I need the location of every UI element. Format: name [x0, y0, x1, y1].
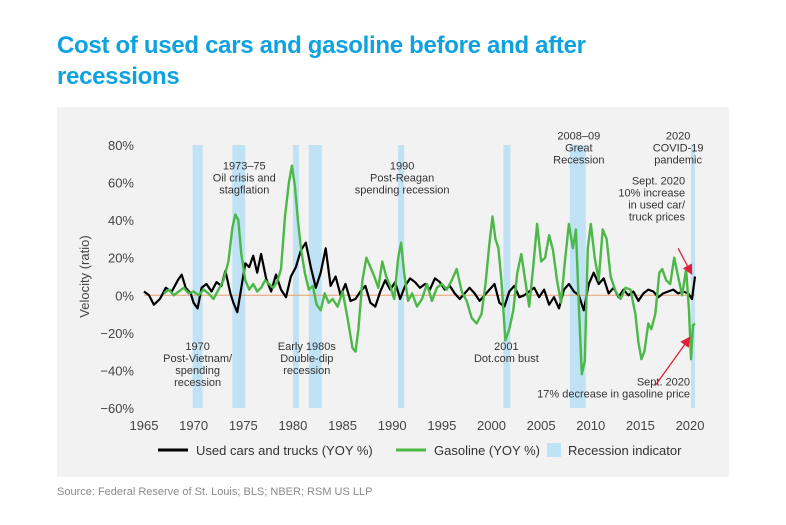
y-axis-ticks: −60% −40% −20% 0% 20% 40% 60% 80%: [100, 138, 134, 416]
annotation-text: Sept. 2020 10% increase in used car/truck …: [618, 175, 686, 223]
recession-band: [292, 145, 299, 408]
x-axis-ticks: 1965 1970 1975 1980 1985 1990 1995 2000 2005 2010…: [130, 418, 705, 433]
series-lines: [143, 164, 697, 376]
chart-panel: −60% −40% −20% 0% 20% 40% 60% 80% 1965 1970 1975 1…: [57, 107, 729, 477]
x-tick-label: 2015: [626, 418, 655, 433]
x-tick-label: 1975: [229, 418, 258, 433]
x-tick-label: 1980: [278, 418, 307, 433]
annotation-text: 2001 Dot.com bust: [474, 341, 539, 365]
legend-swatch-recession: [547, 443, 561, 457]
recession-band: [308, 145, 322, 408]
x-tick-label: 1970: [179, 418, 208, 433]
x-tick-label: 2000: [477, 418, 506, 433]
annotations: 1973–75 Oil crisis and stagflation 1990 Post…: [163, 130, 703, 400]
y-axis-label: Velocity (ratio): [77, 235, 92, 317]
source-note: Source: Federal Reserve of St. Louis; BL…: [57, 486, 373, 498]
legend-label-recession: Recession indicator: [568, 443, 682, 458]
annotation-arrow: [654, 336, 691, 386]
y-tick-label: 80%: [108, 138, 134, 153]
used-cars-line: [143, 241, 697, 314]
legend: Used cars and trucks (YOY %) Gasoline (YO…: [158, 443, 682, 458]
x-tick-label: 2005: [527, 418, 556, 433]
recession-band: [232, 145, 246, 408]
x-tick-label: 1985: [328, 418, 357, 433]
annotation-text: 2020 COVID-19 pandemic: [653, 130, 704, 166]
x-tick-label: 1995: [427, 418, 456, 433]
annotation-text: 1990 Post-Reagan spending recession: [355, 160, 450, 196]
legend-label-used-cars: Used cars and trucks (YOY %): [196, 443, 373, 458]
annotation-text: Sept. 2020 17% decrease in gasoline price: [537, 376, 690, 400]
x-tick-label: 1965: [130, 418, 159, 433]
y-tick-label: 40%: [108, 213, 134, 228]
recession-band: [503, 145, 511, 408]
recession-band: [192, 145, 203, 408]
recession-band: [398, 145, 405, 408]
line-chart: −60%−40%−20%0%20%40%60%80% 1965 1970 1975 1…: [77, 130, 705, 458]
y-tick-label: 0%: [115, 288, 134, 303]
gasoline-line: [163, 164, 696, 376]
recession-band: [691, 145, 695, 408]
annotation-text: 1973–75 Oil crisis and stagflation: [213, 160, 276, 196]
x-tick-label: 2010: [576, 418, 605, 433]
chart-title: Cost of used cars and gasoline before an…: [57, 32, 586, 90]
recession-bands: [192, 145, 695, 408]
annotation-text: 2008–09 Great Recession: [553, 130, 604, 166]
annotation-arrow: [677, 248, 693, 276]
x-tick-label: 1990: [378, 418, 407, 433]
annotation-text: Early 1980s Double-dip recession: [278, 341, 337, 377]
annotation-text: 1970 Post-Vietnam/spending recession: [163, 341, 233, 389]
y-tick-label: 60%: [108, 176, 134, 191]
legend-label-gasoline: Gasoline (YOY %): [434, 443, 540, 458]
x-tick-label: 2020: [676, 418, 705, 433]
y-tick-label: 20%: [108, 251, 134, 266]
y-tick-label: −40%: [100, 363, 134, 378]
y-tick-label: −20%: [100, 326, 134, 341]
y-tick-label: −60%: [100, 401, 134, 416]
